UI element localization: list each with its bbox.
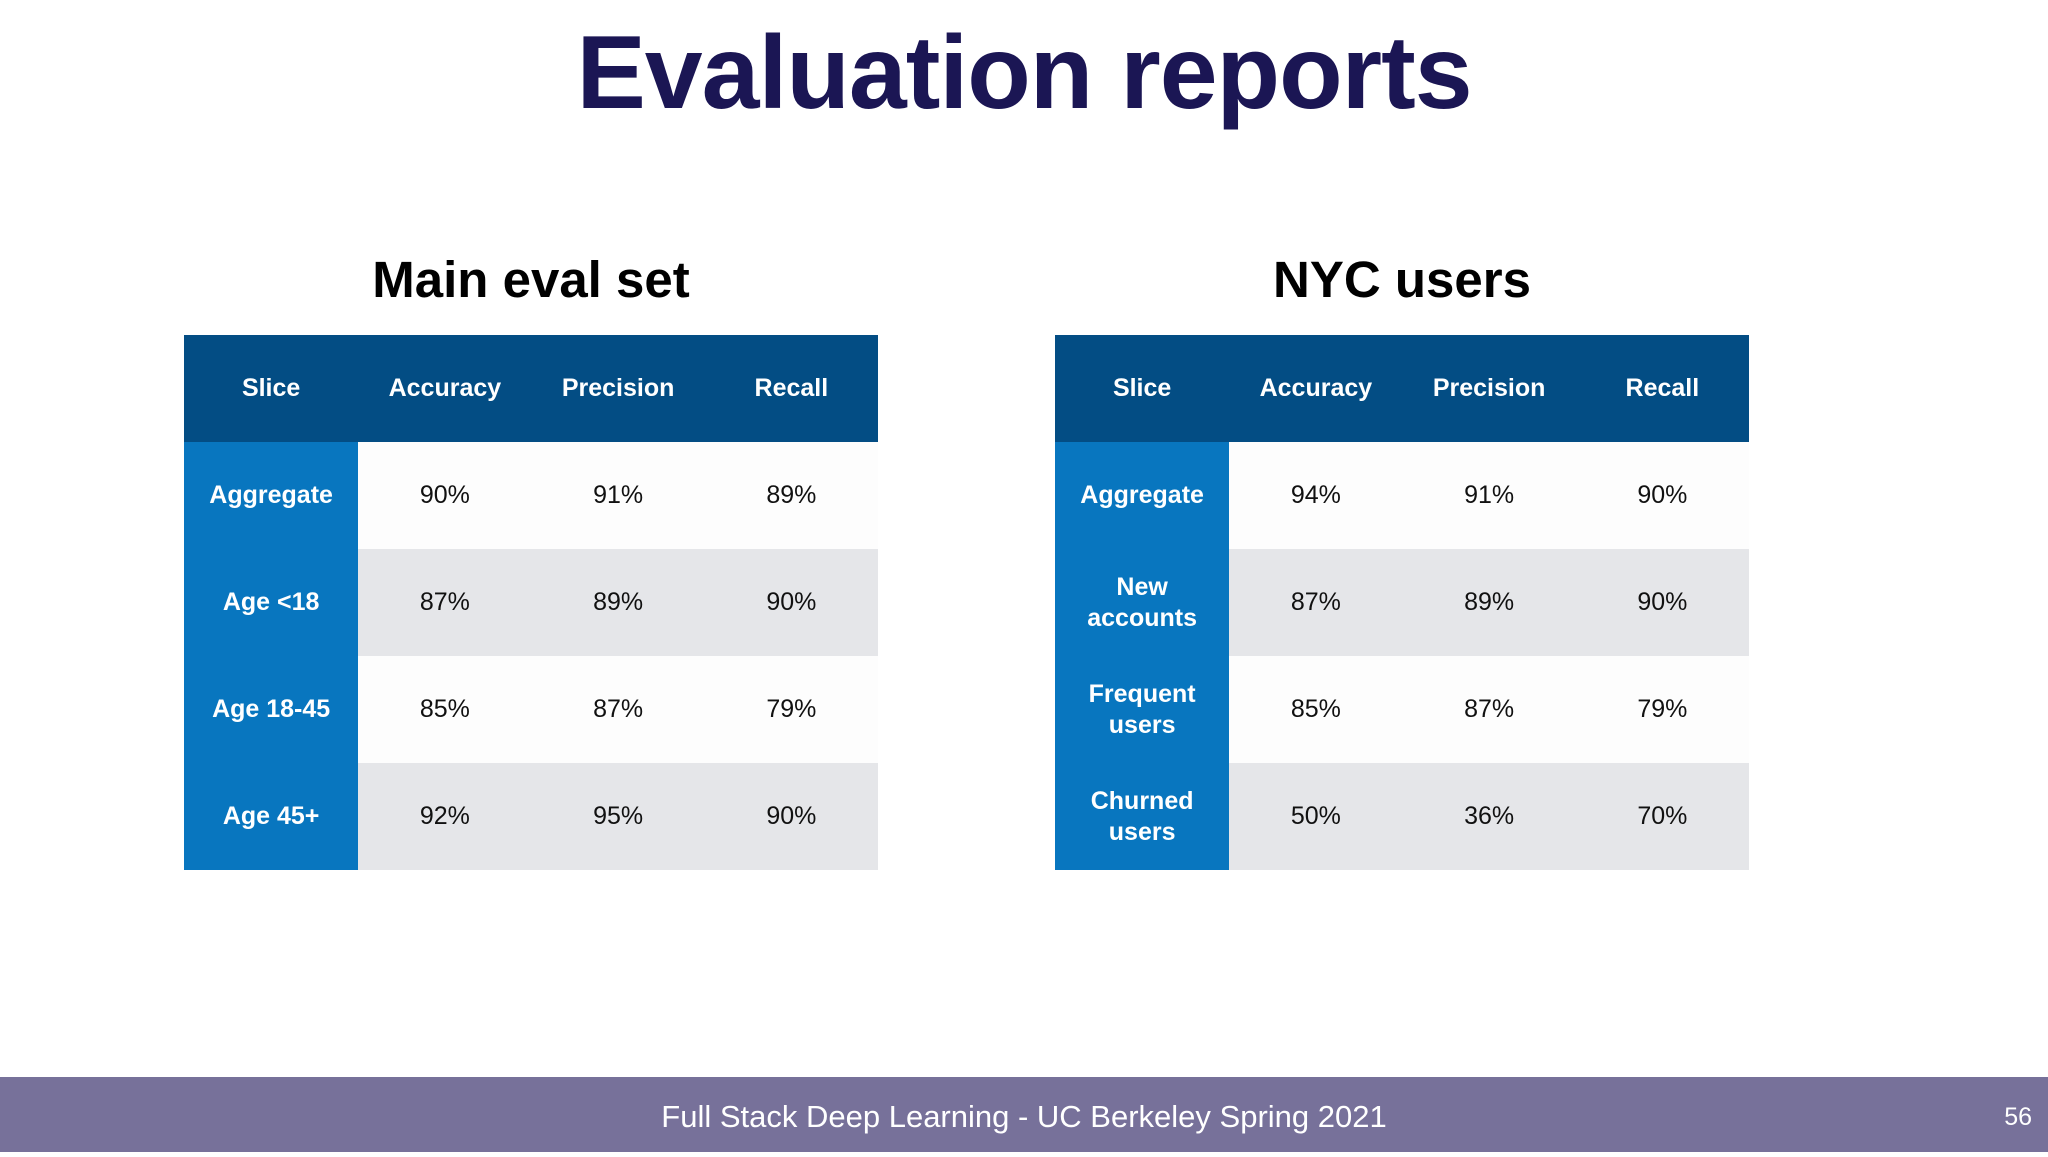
- accuracy-cell: 92%: [358, 763, 532, 870]
- footer-text: Full Stack Deep Learning - UC Berkeley S…: [661, 1099, 1387, 1134]
- recall-cell: 79%: [704, 656, 878, 763]
- precision-cell: 87%: [531, 656, 705, 763]
- column-header-recall: Recall: [704, 335, 878, 442]
- nyc-users-table: Slice Accuracy Precision Recall Aggregat…: [1055, 335, 1749, 870]
- precision-cell: 95%: [531, 763, 705, 870]
- accuracy-cell: 50%: [1229, 763, 1403, 870]
- main-eval-set-heading: Main eval set: [372, 251, 690, 308]
- recall-cell: 90%: [1575, 549, 1749, 656]
- main-eval-set-table: Slice Accuracy Precision Recall Aggregat…: [184, 335, 878, 870]
- slice-label: Churned users: [1055, 763, 1230, 870]
- column-header-recall: Recall: [1575, 335, 1749, 442]
- column-header-accuracy: Accuracy: [1229, 335, 1403, 442]
- accuracy-cell: 85%: [358, 656, 532, 763]
- table-row: New accounts 87% 89% 90%: [1055, 549, 1749, 656]
- column-header-accuracy: Accuracy: [358, 335, 532, 442]
- recall-cell: 70%: [1575, 763, 1749, 870]
- table-row: Aggregate 94% 91% 90%: [1055, 442, 1749, 549]
- main-eval-set-block: Main eval set Slice Accuracy Precision R…: [184, 240, 878, 870]
- recall-cell: 79%: [1575, 656, 1749, 763]
- slice-label: Aggregate: [1055, 442, 1230, 549]
- nyc-users-heading: NYC users: [1273, 251, 1531, 308]
- column-header-precision: Precision: [531, 335, 705, 442]
- precision-cell: 36%: [1402, 763, 1576, 870]
- recall-cell: 90%: [1575, 442, 1749, 549]
- table-row: Age 18-45 85% 87% 79%: [184, 656, 878, 763]
- page-number: 56: [2004, 1103, 2032, 1131]
- table-header-row: Slice Accuracy Precision Recall: [1055, 335, 1749, 442]
- footer-bar: Full Stack Deep Learning - UC Berkeley S…: [0, 1077, 2048, 1152]
- accuracy-cell: 87%: [358, 549, 532, 656]
- accuracy-cell: 90%: [358, 442, 532, 549]
- nyc-users-block: NYC users Slice Accuracy Precision Recal…: [1055, 240, 1749, 870]
- recall-cell: 89%: [704, 442, 878, 549]
- accuracy-cell: 94%: [1229, 442, 1403, 549]
- precision-cell: 87%: [1402, 656, 1576, 763]
- slice-label: Aggregate: [184, 442, 359, 549]
- recall-cell: 90%: [704, 549, 878, 656]
- table-header-row: Slice Accuracy Precision Recall: [184, 335, 878, 442]
- slice-label: Frequent users: [1055, 656, 1230, 763]
- table-row: Age <18 87% 89% 90%: [184, 549, 878, 656]
- table-row: Aggregate 90% 91% 89%: [184, 442, 878, 549]
- slice-label: New accounts: [1055, 549, 1230, 656]
- precision-cell: 91%: [1402, 442, 1576, 549]
- column-header-precision: Precision: [1402, 335, 1576, 442]
- column-header-slice: Slice: [184, 335, 359, 442]
- accuracy-cell: 87%: [1229, 549, 1403, 656]
- table-row: Churned users 50% 36% 70%: [1055, 763, 1749, 870]
- table-row: Age 45+ 92% 95% 90%: [184, 763, 878, 870]
- slide-title: Evaluation reports: [576, 15, 1472, 131]
- slice-label: Age <18: [184, 549, 359, 656]
- slice-label: Age 45+: [184, 763, 359, 870]
- slice-label: Age 18-45: [184, 656, 359, 763]
- precision-cell: 91%: [531, 442, 705, 549]
- recall-cell: 90%: [704, 763, 878, 870]
- precision-cell: 89%: [1402, 549, 1576, 656]
- column-header-slice: Slice: [1055, 335, 1230, 442]
- accuracy-cell: 85%: [1229, 656, 1403, 763]
- precision-cell: 89%: [531, 549, 705, 656]
- table-row: Frequent users 85% 87% 79%: [1055, 656, 1749, 763]
